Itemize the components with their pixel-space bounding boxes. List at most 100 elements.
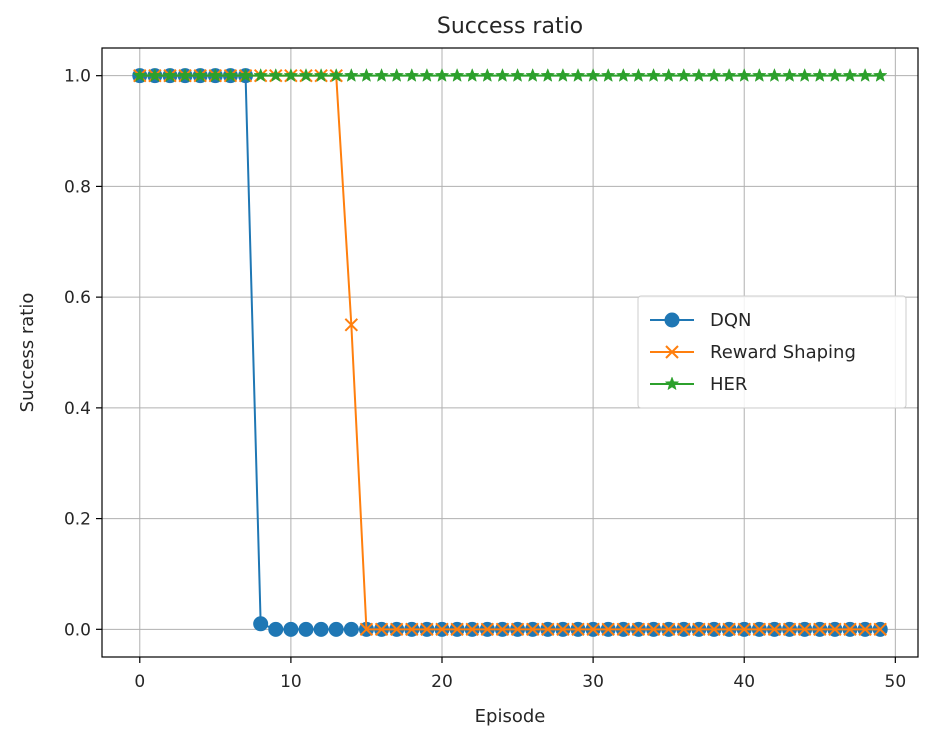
data-point-reward-shaping bbox=[525, 622, 540, 637]
x-marker-stroke bbox=[665, 345, 679, 359]
data-point-dqn bbox=[298, 621, 314, 637]
data-point-her bbox=[827, 67, 843, 82]
x-tick-label: 40 bbox=[733, 672, 755, 692]
data-point-her bbox=[132, 67, 148, 82]
x-marker-stroke bbox=[782, 622, 797, 637]
data-point-reward-shaping bbox=[571, 622, 585, 637]
data-point-dqn bbox=[313, 621, 329, 637]
x-marker-stroke bbox=[707, 622, 721, 637]
data-point-reward-shaping bbox=[631, 622, 646, 637]
data-point-her bbox=[253, 67, 268, 82]
data-point-her bbox=[570, 67, 586, 82]
data-point-reward-shaping bbox=[405, 622, 419, 637]
data-point-her bbox=[313, 67, 329, 82]
data-point-her bbox=[736, 67, 752, 82]
y-axis-label: Success ratio bbox=[17, 293, 38, 413]
legend-item-her: HER bbox=[650, 374, 747, 395]
data-point-her bbox=[661, 67, 676, 82]
data-point-reward-shaping bbox=[752, 622, 767, 637]
data-point-her bbox=[540, 67, 556, 82]
data-point-her bbox=[857, 67, 873, 82]
data-point-her bbox=[510, 67, 525, 82]
data-point-her bbox=[192, 67, 208, 82]
data-point-her bbox=[162, 67, 178, 82]
data-point-her bbox=[646, 67, 661, 82]
data-point-her bbox=[177, 67, 193, 82]
x-marker-stroke bbox=[450, 622, 464, 637]
data-point-reward-shaping bbox=[389, 622, 404, 637]
data-point-her bbox=[480, 67, 495, 82]
y-tick-label: 0.8 bbox=[64, 177, 91, 197]
legend-marker bbox=[664, 312, 680, 328]
data-point-reward-shaping bbox=[707, 622, 721, 637]
data-point-her bbox=[842, 67, 858, 82]
data-point-her bbox=[328, 67, 344, 82]
x-tick-label: 0 bbox=[134, 672, 145, 692]
data-point-dqn bbox=[343, 621, 359, 637]
x-marker-stroke bbox=[752, 622, 767, 637]
x-marker-stroke bbox=[661, 622, 676, 637]
data-point-her bbox=[676, 67, 692, 82]
data-point-her bbox=[752, 67, 767, 82]
data-point-her bbox=[268, 67, 284, 82]
data-point-reward-shaping bbox=[722, 622, 736, 637]
data-point-her bbox=[767, 67, 782, 82]
x-marker-stroke bbox=[435, 622, 449, 637]
x-marker-stroke bbox=[556, 622, 570, 637]
data-point-reward-shaping bbox=[677, 622, 691, 637]
data-point-reward-shaping bbox=[450, 622, 464, 637]
data-point-her bbox=[404, 67, 420, 82]
data-point-reward-shaping bbox=[767, 622, 782, 637]
legend-item-dqn: DQN bbox=[650, 310, 752, 331]
series-her bbox=[132, 67, 888, 82]
series-reward-shaping bbox=[133, 68, 887, 637]
data-point-dqn bbox=[253, 616, 269, 632]
x-marker-stroke bbox=[692, 622, 706, 637]
data-point-reward-shaping bbox=[601, 622, 615, 637]
x-marker-stroke bbox=[525, 622, 540, 637]
x-marker-stroke bbox=[631, 622, 646, 637]
data-point-her bbox=[585, 67, 601, 82]
data-point-her bbox=[706, 67, 722, 82]
x-marker-stroke bbox=[813, 622, 827, 637]
data-point-her bbox=[147, 67, 163, 82]
x-marker-stroke bbox=[359, 622, 374, 637]
data-point-her bbox=[797, 67, 812, 82]
x-marker-stroke bbox=[420, 622, 434, 637]
x-tick-label: 30 bbox=[582, 672, 604, 692]
data-point-reward-shaping bbox=[420, 622, 434, 637]
data-point-reward-shaping bbox=[435, 622, 449, 637]
data-point-her bbox=[600, 67, 616, 82]
x-marker-stroke bbox=[737, 622, 751, 637]
y-tick-label: 0.0 bbox=[64, 620, 91, 640]
y-tick-label: 0.4 bbox=[64, 399, 91, 419]
legend: DQN Reward Shaping HER bbox=[637, 295, 907, 409]
y-tick-label: 0.6 bbox=[64, 288, 91, 308]
data-point-her bbox=[419, 67, 435, 82]
x-marker-stroke bbox=[646, 622, 661, 637]
data-point-her bbox=[389, 67, 404, 82]
plot-frame bbox=[101, 47, 919, 658]
x-marker-stroke bbox=[722, 622, 736, 637]
legend-label: DQN bbox=[710, 310, 752, 331]
data-point-reward-shaping bbox=[586, 622, 600, 637]
data-point-reward-shaping bbox=[495, 622, 510, 637]
legend-label: Reward Shaping bbox=[710, 342, 856, 363]
data-point-dqn bbox=[283, 621, 299, 637]
data-point-her bbox=[555, 67, 571, 82]
data-point-reward-shaping bbox=[661, 622, 676, 637]
data-point-reward-shaping bbox=[692, 622, 706, 637]
x-marker-stroke bbox=[480, 622, 495, 637]
data-point-reward-shaping bbox=[541, 622, 555, 637]
data-point-reward-shaping bbox=[797, 622, 812, 637]
x-marker-stroke bbox=[858, 622, 872, 637]
x-marker-stroke bbox=[797, 622, 812, 637]
data-point-her bbox=[495, 67, 510, 82]
data-point-reward-shaping bbox=[646, 622, 661, 637]
data-point-her bbox=[525, 67, 540, 82]
x-marker-stroke bbox=[389, 622, 404, 637]
data-point-her bbox=[359, 67, 374, 82]
data-point-reward-shaping bbox=[828, 622, 842, 637]
data-point-her bbox=[691, 67, 707, 82]
